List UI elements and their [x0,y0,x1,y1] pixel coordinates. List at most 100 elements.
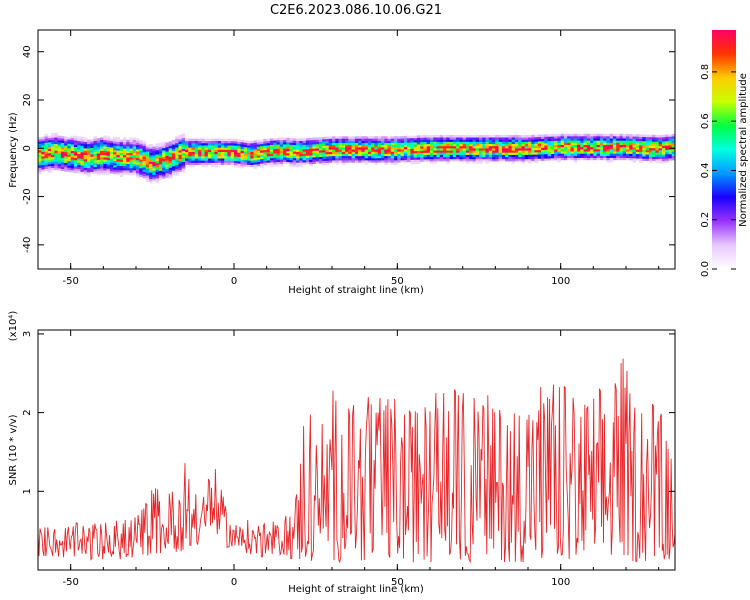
heatmap-cell [90,152,94,155]
heatmap-cell [534,149,539,153]
heatmap-cell [599,155,604,158]
heatmap-cell [371,147,375,150]
heatmap-cell [96,161,101,165]
heatmap-cell [645,138,650,142]
heatmap-cell [250,140,254,144]
heatmap-cell [567,149,571,152]
heatmap-cell [253,149,258,152]
heatmap-cell [168,158,173,162]
heatmap-cell [573,157,578,161]
heatmap-cell [292,155,297,159]
heatmap-cell [479,145,483,149]
heatmap-cell [407,153,411,156]
heatmap-cell [279,148,284,151]
heatmap-cell [136,160,140,163]
heatmap-cell [665,158,669,161]
heatmap-cell [358,147,362,150]
heatmap-cell [106,153,111,156]
heatmap-cell [593,138,597,141]
heatmap-cell [83,143,88,147]
heatmap-cell [599,136,604,139]
heatmap-cell [469,139,473,142]
heatmap-cell [387,151,392,154]
heatmap-cell [449,154,454,158]
heatmap-cell [619,144,624,148]
heatmap-cell [413,146,418,149]
heatmap-cell [188,151,192,155]
heatmap-cell [521,141,526,144]
heatmap-cell [345,144,349,148]
heatmap-cell [544,143,548,146]
heatmap-cell [305,140,310,143]
heatmap-cell [315,150,320,153]
heatmap-cell [328,147,333,150]
heatmap-cell [416,152,421,156]
heatmap-cell [567,133,571,137]
heatmap-cell [142,162,147,166]
heatmap-cell [126,150,130,154]
heatmap-cell [570,149,575,152]
heatmap-cell [505,139,509,142]
heatmap-cell [243,140,248,143]
heatmap-cell [57,144,62,147]
heatmap-cell [77,168,81,172]
heatmap-cell [612,157,617,161]
heatmap-cell [122,157,127,160]
heatmap-cell [511,137,516,140]
heatmap-cell [198,162,202,165]
y-tick-label: 3 [22,331,33,337]
heatmap-cell [132,172,137,175]
heatmap-cell [397,157,401,161]
heatmap-cell [397,147,401,150]
heatmap-cell [289,144,294,148]
heatmap-cell [136,155,140,159]
heatmap-cell [465,156,470,160]
heatmap-cell [400,146,405,150]
heatmap-cell [492,145,496,149]
heatmap-cell [661,158,666,162]
heatmap-cell [113,158,117,161]
heatmap-cell [616,140,620,143]
heatmap-cell [126,170,130,173]
heatmap-cell [296,142,300,146]
heatmap-cell [47,163,52,167]
heatmap-cell [204,160,209,163]
heatmap-cell [158,177,163,180]
heatmap-cell [381,147,385,150]
heatmap-cell [286,159,290,162]
heatmap-cell [469,137,473,140]
heatmap-cell [479,154,483,158]
heatmap-cell [64,149,68,153]
heatmap-cell [505,148,509,151]
heatmap-cell [136,142,140,146]
heatmap-cell [309,142,313,145]
heatmap-cell [364,140,369,144]
heatmap-cell [528,156,532,160]
heatmap-cell [567,136,571,139]
heatmap-cell [276,144,281,147]
heatmap-cell [570,142,575,145]
x-tick-label: 100 [551,577,570,588]
heatmap-cell [198,149,202,152]
heatmap-cell [420,152,424,156]
heatmap-cell [38,152,42,155]
heatmap-cell [583,136,588,139]
heatmap-cell [410,146,414,149]
heatmap-cell [80,154,85,157]
heatmap-cell [70,148,75,151]
heatmap-cell [652,152,656,155]
heatmap-cell [642,151,646,155]
heatmap-cell [508,139,512,142]
heatmap-cell [70,152,75,156]
heatmap-cell [635,136,640,139]
heatmap-cell [446,150,450,153]
heatmap-cell [413,159,418,162]
heatmap-cell [178,160,183,164]
heatmap-cell [495,150,499,153]
heatmap-cell [276,161,281,165]
heatmap-cell [44,166,49,169]
heatmap-cell [253,153,258,156]
heatmap-cell [577,157,581,161]
heatmap-cell [178,139,183,142]
heatmap-cell [224,140,228,144]
